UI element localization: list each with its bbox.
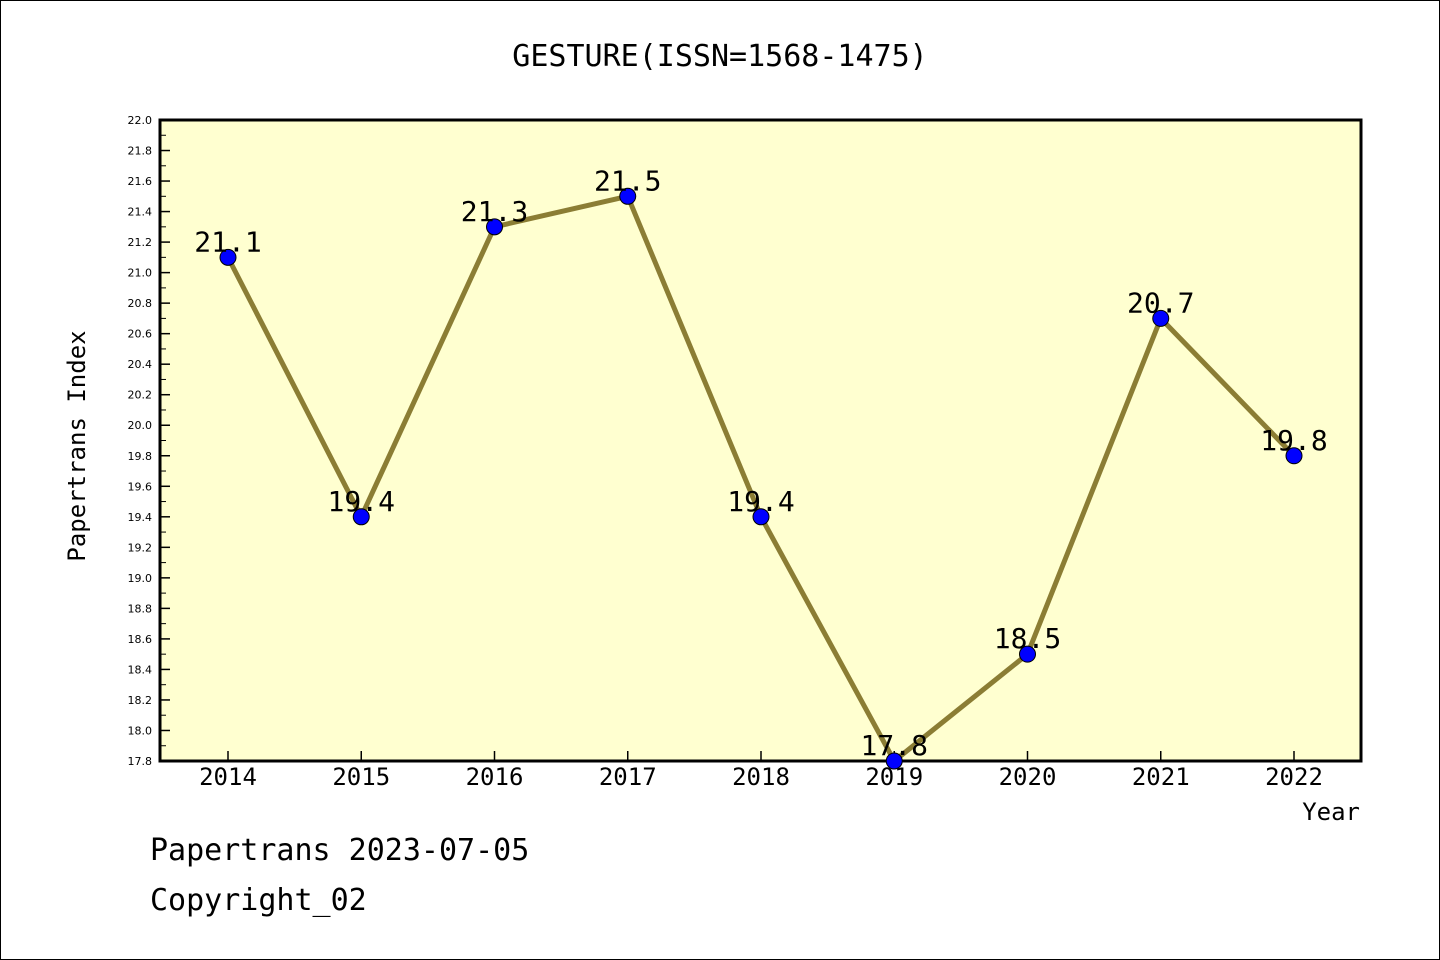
y-tick-label: 21.8 — [128, 145, 153, 158]
data-label: 18.5 — [994, 622, 1061, 655]
x-tick-label: 2021 — [1132, 763, 1190, 791]
data-label: 20.7 — [1127, 286, 1194, 319]
y-tick-label: 19.0 — [128, 572, 153, 585]
data-point — [752, 508, 770, 526]
data-point — [219, 248, 237, 266]
data-point — [1019, 645, 1036, 663]
y-tick-label: 19.8 — [128, 450, 153, 463]
x-tick-label: 2018 — [732, 763, 790, 791]
data-label: 21.1 — [194, 225, 261, 258]
x-axis: 2014 2015 2016 2017 2018 2019 2020 2021 2022 — [199, 751, 1323, 791]
data-point — [1285, 447, 1303, 465]
x-tick-label: 2014 — [199, 763, 257, 791]
x-tick-label: 2016 — [466, 763, 524, 791]
y-tick-label: 19.6 — [128, 480, 153, 493]
plot-area — [158, 118, 1363, 763]
data-label: 21.5 — [594, 164, 661, 197]
y-tick-label: 19.4 — [128, 511, 153, 524]
data-label: 19.4 — [328, 485, 395, 518]
y-tick-label: 18.6 — [128, 633, 153, 646]
y-tick-label: 21.6 — [128, 175, 153, 188]
x-tick-label: 2020 — [999, 763, 1057, 791]
data-label: 21.3 — [461, 195, 528, 228]
y-tick-label: 20.6 — [128, 328, 153, 341]
x-axis-label: Year — [1302, 798, 1360, 826]
y-tick-label: 22.0 — [128, 114, 153, 127]
x-tick-label: 2017 — [599, 763, 657, 791]
data-labels-group: 21.1 19.4 21.3 21.5 19.4 17.8 18.5 20.7 19.8 — [194, 164, 1327, 762]
y-tick-label: 18.2 — [128, 694, 153, 707]
data-label: 19.4 — [727, 485, 794, 518]
x-tick-label: 2015 — [332, 763, 390, 791]
x-tick-label: 2022 — [1265, 763, 1323, 791]
y-axis: 17.8 18.0 18.2 18.4 18.6 18.8 19.0 19.2 19.4 19.6… — [128, 114, 170, 768]
data-point — [1152, 309, 1170, 327]
footer-copyright: Copyright_02 — [150, 883, 367, 918]
data-label: 17.8 — [861, 729, 928, 762]
y-tick-label: 21.0 — [128, 267, 153, 280]
footer-date: Papertrans 2023-07-05 — [150, 833, 530, 868]
y-tick-label: 20.4 — [128, 358, 153, 371]
y-tick-label: 17.8 — [128, 755, 153, 768]
y-tick-label: 21.4 — [128, 206, 153, 219]
y-axis-label: Papertrans Index — [63, 330, 91, 561]
y-tick-label: 18.4 — [128, 663, 153, 676]
data-point — [352, 508, 370, 526]
chart-title: GESTURE(ISSN=1568-1475) — [512, 39, 927, 74]
y-tick-label: 20.2 — [128, 389, 153, 402]
data-point — [619, 187, 637, 205]
y-tick-label: 21.2 — [128, 236, 153, 249]
data-point — [486, 218, 503, 236]
data-point — [885, 752, 903, 770]
y-tick-label: 18.0 — [128, 724, 153, 737]
series-line-group — [219, 187, 1303, 770]
y-tick-label: 18.8 — [128, 602, 153, 615]
y-tick-label: 20.8 — [128, 297, 153, 310]
y-tick-label: 20.0 — [128, 419, 153, 432]
y-tick-label: 19.2 — [128, 541, 153, 554]
data-label: 19.8 — [1260, 424, 1327, 457]
